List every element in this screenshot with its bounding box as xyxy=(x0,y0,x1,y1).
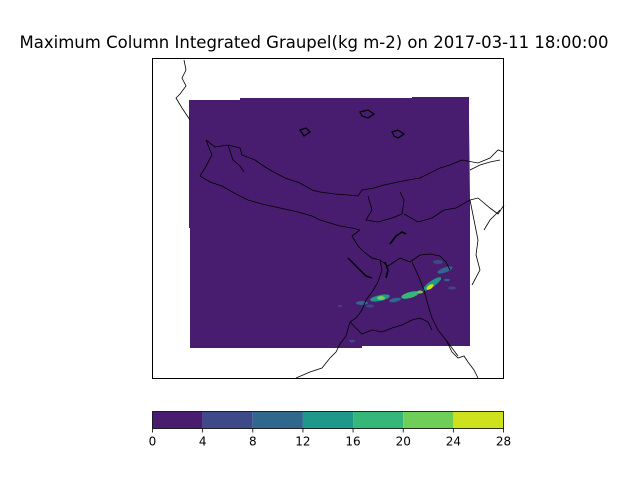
border-line xyxy=(205,139,505,197)
colorbar-bin xyxy=(252,411,303,429)
colorbar-frame xyxy=(152,411,504,429)
border-line xyxy=(365,191,405,223)
graupel-cell xyxy=(377,296,385,300)
colorbar-tick-label: 0 xyxy=(149,435,157,449)
border-line xyxy=(227,144,245,173)
colorbar-tick-label: 20 xyxy=(396,435,411,449)
colorbar-tick-label: 4 xyxy=(199,435,207,449)
river-line xyxy=(347,257,373,279)
colorbar-tick-label: 8 xyxy=(249,435,257,449)
colorbar-tick-label: 24 xyxy=(446,435,461,449)
colorbar-bin xyxy=(453,411,504,429)
graupel-cell xyxy=(448,286,456,290)
colorbar-bins xyxy=(152,411,504,429)
border-line xyxy=(483,209,501,231)
border-line xyxy=(351,229,451,271)
colorbar-bin xyxy=(302,411,354,429)
lake-outline xyxy=(299,127,311,137)
border-line xyxy=(349,259,383,323)
coastline xyxy=(295,321,351,379)
border-line xyxy=(469,199,481,286)
border-line xyxy=(199,139,361,231)
graupel-cell xyxy=(417,290,423,294)
coastline xyxy=(445,339,479,379)
coastline xyxy=(349,317,433,335)
colorbar-ticks: 0 4 8 12 16 20 24 28 xyxy=(149,428,511,449)
graupel-cell xyxy=(389,297,401,303)
river-line xyxy=(384,261,389,279)
border-line xyxy=(411,261,459,357)
graupel-cell xyxy=(366,304,374,308)
border-line xyxy=(403,197,505,223)
map-title: Maximum Column Integrated Graupel(kg m-2… xyxy=(19,33,609,52)
border-line xyxy=(175,59,191,121)
graupel-cell xyxy=(433,260,443,264)
lake-outline xyxy=(391,129,406,139)
river-line xyxy=(389,231,407,245)
colorbar-bin xyxy=(353,411,404,429)
colorbar-bin xyxy=(152,411,203,429)
graupel-cell xyxy=(338,305,342,307)
lake-outline xyxy=(359,109,376,119)
colorbar-tick-label: 28 xyxy=(496,435,511,449)
graupel-cell xyxy=(444,278,450,282)
colorbar-tick-label: 16 xyxy=(345,435,360,449)
colorbar-bin xyxy=(403,411,454,429)
graupel-cell xyxy=(401,291,419,299)
graupel-cell xyxy=(426,284,434,290)
border-line xyxy=(469,159,501,171)
coastlines-and-borders xyxy=(175,59,505,379)
colorbar-tick-label: 12 xyxy=(295,435,310,449)
graupel-cell xyxy=(349,339,355,343)
colorbar-bin xyxy=(202,411,253,429)
